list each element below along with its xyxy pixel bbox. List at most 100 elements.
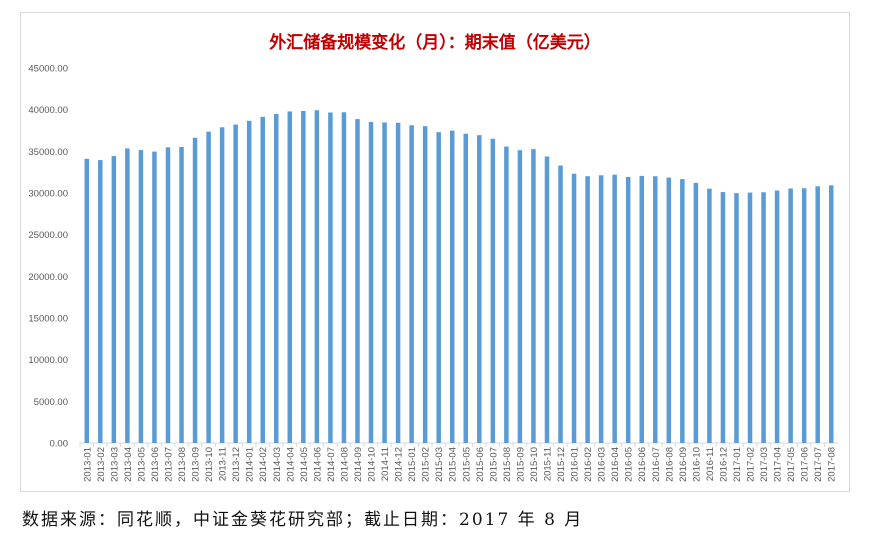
bar: [815, 186, 820, 443]
bar: [341, 112, 347, 443]
bar: [747, 192, 753, 443]
bar: [788, 188, 793, 443]
bar: [774, 190, 780, 443]
bar: [422, 126, 428, 444]
x-tick-label: 2015-09: [515, 447, 526, 482]
bar: [666, 177, 672, 444]
bar: [382, 122, 387, 444]
bar: [395, 122, 401, 443]
x-tick-label: 2014-07: [326, 447, 337, 482]
bar: [707, 188, 712, 443]
x-tick-label: 2017-08: [827, 447, 838, 482]
y-tick-label: 15000.00: [28, 314, 68, 325]
source-note: 数据来源：同花顺，中证金葵花研究部；截止日期：2017 年 8 月: [22, 510, 584, 530]
x-tick-label: 2013-08: [177, 447, 188, 482]
x-tick-label: 2015-11: [542, 447, 553, 481]
bar: [693, 182, 699, 443]
x-tick-label: 2014-06: [312, 447, 323, 482]
x-tick-label: 2015-06: [475, 447, 486, 482]
bar: [111, 156, 117, 444]
x-tick-label: 2014-05: [299, 447, 310, 482]
x-tick-label: 2014-02: [258, 447, 269, 482]
bar: [449, 130, 455, 443]
x-tick-label: 2016-09: [678, 447, 689, 482]
x-tick-label: 2013-07: [163, 447, 174, 482]
bar: [612, 174, 617, 443]
x-tick-label: 2017-07: [813, 447, 824, 482]
bar: [680, 179, 685, 443]
x-tick-label: 2016-05: [624, 447, 635, 482]
x-tick-label: 2015-04: [448, 447, 459, 482]
x-tick-label: 2016-03: [597, 447, 608, 482]
bar: [179, 146, 184, 443]
x-tick-label: 2013-12: [231, 447, 242, 482]
bar: [436, 132, 441, 443]
x-tick-label: 2014-01: [245, 447, 256, 482]
bar: [571, 173, 577, 443]
bar: [558, 165, 563, 443]
bar: [801, 188, 807, 443]
bar: [246, 120, 252, 443]
bar: [138, 150, 144, 444]
x-tick-label: 2014-12: [394, 447, 405, 482]
bar: [544, 156, 550, 443]
bar: [219, 127, 225, 443]
x-tick-label: 2015-10: [529, 447, 540, 482]
x-tick-label: 2014-11: [380, 447, 391, 481]
bar: [734, 193, 739, 443]
bar: [314, 110, 320, 443]
bar: [301, 111, 306, 443]
bar: [828, 185, 834, 444]
y-tick-label: 0.00: [50, 439, 69, 450]
bar: [639, 175, 644, 443]
bar: [653, 176, 658, 443]
bar: [504, 146, 509, 444]
x-tick-label: 2014-08: [339, 447, 350, 482]
x-tick-label: 2013-10: [204, 447, 215, 482]
bar: [165, 147, 171, 444]
bar: [287, 111, 293, 444]
x-tick-label: 2016-01: [570, 447, 581, 482]
bar: [260, 116, 265, 443]
y-tick-label: 20000.00: [28, 272, 68, 283]
x-tick-label: 2014-03: [272, 447, 283, 482]
chart-frame: [20, 12, 850, 492]
bar: [409, 125, 414, 443]
bar: [206, 131, 211, 443]
y-tick-label: 30000.00: [28, 189, 68, 200]
x-tick-label: 2015-12: [556, 447, 567, 482]
y-tick-label: 10000.00: [28, 355, 68, 366]
x-tick-label: 2016-06: [637, 447, 648, 482]
bar-chart: 0.00 5000.00 10000.00 15000.00 20000.00 25000…: [28, 64, 838, 482]
y-tick-label: 35000.00: [28, 147, 68, 158]
x-tick-label: 2014-09: [353, 447, 364, 482]
x-tick-label: 2013-03: [109, 447, 120, 482]
x-tick-label: 2016-11: [705, 447, 716, 481]
x-tick-label: 2014-10: [367, 447, 378, 482]
bar: [125, 148, 130, 443]
bar: [233, 124, 238, 443]
x-tick-label: 2013-02: [96, 447, 107, 482]
bar: [328, 112, 333, 443]
x-tick-label: 2013-11: [218, 447, 229, 481]
bar: [517, 150, 523, 443]
x-tick-label: 2016-10: [691, 447, 702, 482]
x-tick-label: 2014-04: [285, 447, 296, 482]
x-tick-label: 2016-02: [583, 447, 594, 482]
x-tick-label: 2013-01: [82, 447, 93, 482]
x-tick-label: 2015-05: [461, 447, 472, 482]
x-tick-label: 2015-07: [488, 447, 499, 482]
bar: [598, 175, 604, 443]
x-tick-label: 2015-03: [434, 447, 445, 482]
x-tick-label: 2017-06: [800, 447, 811, 482]
x-tick-label: 2013-04: [123, 447, 134, 482]
bar: [84, 158, 90, 444]
chart-title: 外汇储备规模变化（月）：期末值（亿美元）: [269, 33, 601, 53]
bar: [152, 151, 157, 444]
x-tick-label: 2013-06: [150, 447, 161, 482]
x-tick-label: 2016-07: [651, 447, 662, 482]
x-tick-label: 2013-09: [191, 447, 202, 482]
x-tick-label: 2016-04: [610, 447, 621, 482]
bar: [368, 121, 374, 444]
bar: [477, 135, 482, 443]
